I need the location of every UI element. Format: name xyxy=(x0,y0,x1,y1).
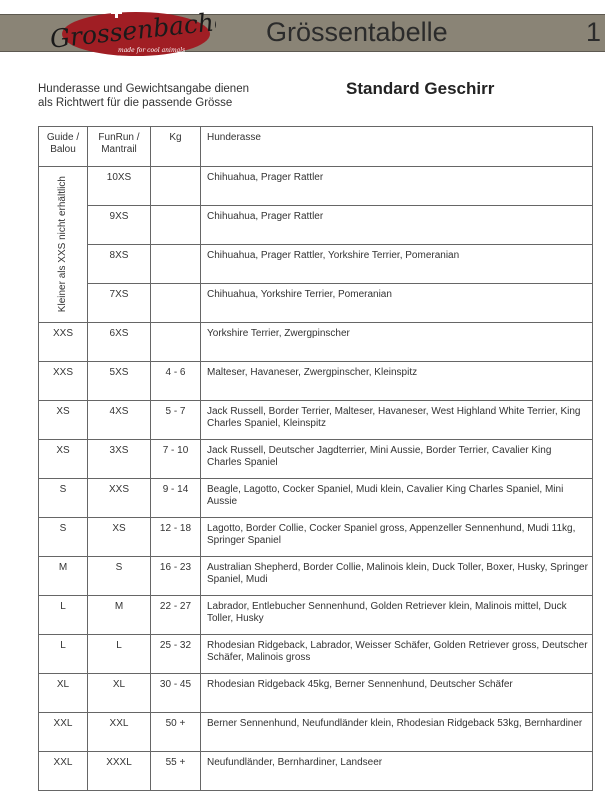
funrun-size-cell: 5XS xyxy=(87,361,151,401)
table-row: L L 25 - 32 Rhodesian Ridgeback, Labrador, … xyxy=(38,634,593,674)
grossenbacher-logo: Grossenbacher made for cool animals xyxy=(49,5,216,56)
funrun-size-cell: XS xyxy=(87,517,151,557)
table-row: Kleiner als XXS nicht erhältlich 10XS Chih… xyxy=(38,166,593,323)
funrun-size-cell: 8XS xyxy=(87,244,151,284)
guide-size-cell: XXL xyxy=(38,712,88,752)
breeds-cell: Rhodesian Ridgeback, Labrador, Weisser S… xyxy=(200,634,593,674)
header-kg: Kg xyxy=(150,126,201,167)
table-row: XXL XXXL 55 + Neufundländer, Bernhardiner, … xyxy=(38,751,593,791)
guide-size-cell: M xyxy=(38,556,88,596)
breeds-cell: Neufundländer, Bernhardiner, Landseer xyxy=(200,751,593,791)
breeds-cell: Chihuahua, Prager Rattler xyxy=(200,205,593,245)
breeds-cell: Australian Shepherd, Border Collie, Mali… xyxy=(200,556,593,596)
guide-size-cell: XS xyxy=(38,439,88,479)
guide-size-cell: XS xyxy=(38,400,88,440)
table-row: XL XL 30 - 45 Rhodesian Ridgeback 45kg, Ber… xyxy=(38,673,593,713)
kg-cell: 4 - 6 xyxy=(150,361,201,401)
kg-cell: 12 - 18 xyxy=(150,517,201,557)
intro-line-2: als Richtwert für die passende Grösse xyxy=(38,97,233,109)
funrun-size-cell: S xyxy=(87,556,151,596)
header-breed: Hunderasse xyxy=(200,126,593,167)
kg-cell: 55 + xyxy=(150,751,201,791)
table-row: XXL XXL 50 + Berner Sennenhund, Neufundländ… xyxy=(38,712,593,752)
kg-cell: 5 - 7 xyxy=(150,400,201,440)
breeds-cell: Jack Russell, Border Terrier, Malteser, … xyxy=(200,400,593,440)
table-row: S XXS 9 - 14 Beagle, Lagotto, Cocker Spanie… xyxy=(38,478,593,518)
table-row: XXS 6XS Yorkshire Terrier, Zwergpinscher xyxy=(38,322,593,362)
table-row: L M 22 - 27 Labrador, Entlebucher Sennenhun… xyxy=(38,595,593,635)
funrun-size-cell: 4XS xyxy=(87,400,151,440)
funrun-size-cell: XXXL xyxy=(87,751,151,791)
kg-cell: 30 - 45 xyxy=(150,673,201,713)
header-funrun: FunRun / Mantrail xyxy=(87,126,151,167)
breeds-cell: Chihuahua, Yorkshire Terrier, Pomeranian xyxy=(200,283,593,323)
guide-size-cell: L xyxy=(38,595,88,635)
funrun-size-cell: 3XS xyxy=(87,439,151,479)
table-row: M S 16 - 23 Australian Shepherd, Border Col… xyxy=(38,556,593,596)
breeds-cell: Yorkshire Terrier, Zwergpinscher xyxy=(200,322,593,362)
breeds-cell: Chihuahua, Prager Rattler, Yorkshire Ter… xyxy=(200,244,593,284)
funrun-size-cell: XL xyxy=(87,673,151,713)
kg-cell: 7 - 10 xyxy=(150,439,201,479)
kg-cell xyxy=(150,205,201,245)
breeds-cell: Berner Sennenhund, Neufundländer klein, … xyxy=(200,712,593,752)
table-row: 9XS Chihuahua, Prager Rattler xyxy=(39,205,593,245)
guide-merged-cell: Kleiner als XXS nicht erhältlich xyxy=(38,166,88,323)
funrun-size-cell: XXS xyxy=(87,478,151,518)
breeds-cell: Chihuahua, Prager Rattler xyxy=(200,166,593,206)
funrun-size-cell: 10XS xyxy=(87,166,151,206)
guide-size-cell: S xyxy=(38,478,88,518)
funrun-size-cell: 9XS xyxy=(87,205,151,245)
table-header-row: Guide / Balou FunRun / Mantrail Kg Hunde… xyxy=(38,126,593,167)
kg-cell xyxy=(150,166,201,206)
breeds-cell: Labrador, Entlebucher Sennenhund, Golden… xyxy=(200,595,593,635)
page-title: Grössentabelle xyxy=(266,17,448,47)
breeds-cell: Beagle, Lagotto, Cocker Spaniel, Mudi kl… xyxy=(200,478,593,518)
kg-cell: 50 + xyxy=(150,712,201,752)
funrun-size-cell: XXL xyxy=(87,712,151,752)
kg-cell xyxy=(150,244,201,284)
guide-size-cell: XXS xyxy=(38,361,88,401)
breeds-cell: Malteser, Havaneser, Zwergpinscher, Klei… xyxy=(200,361,593,401)
funrun-size-cell: M xyxy=(87,595,151,635)
size-table: Guide / Balou FunRun / Mantrail Kg Hunde… xyxy=(38,126,593,791)
section-subtitle: Standard Geschirr xyxy=(346,79,495,98)
kg-cell: 16 - 23 xyxy=(150,556,201,596)
merged-note: Kleiner als XXS nicht erhältlich xyxy=(57,176,68,313)
funrun-size-cell: 6XS xyxy=(87,322,151,362)
guide-size-cell: XXS xyxy=(38,322,88,362)
table-row: 7XS Chihuahua, Yorkshire Terrier, Pomeran… xyxy=(39,283,593,323)
intro-text: Hunderasse und Gewichtsangabe dienen als… xyxy=(38,82,249,110)
breeds-cell: Lagotto, Border Collie, Cocker Spaniel g… xyxy=(200,517,593,557)
table-row: S XS 12 - 18 Lagotto, Border Collie, Cocker… xyxy=(38,517,593,557)
funrun-size-cell: 7XS xyxy=(87,283,151,323)
svg-text:made for cool animals: made for cool animals xyxy=(118,47,185,54)
kg-cell: 22 - 27 xyxy=(150,595,201,635)
header-guide: Guide / Balou xyxy=(38,126,88,167)
guide-size-cell: L xyxy=(38,634,88,674)
guide-size-cell: S xyxy=(38,517,88,557)
table-row: XS 3XS 7 - 10 Jack Russell, Deutscher Jagdt… xyxy=(38,439,593,479)
guide-size-cell: XL xyxy=(38,673,88,713)
kg-cell: 25 - 32 xyxy=(150,634,201,674)
table-row: 8XS Chihuahua, Prager Rattler, Yorkshire … xyxy=(39,244,593,284)
guide-size-cell: XXL xyxy=(38,751,88,791)
page-number: 1 xyxy=(586,17,602,47)
kg-cell xyxy=(150,283,201,323)
breeds-cell: Jack Russell, Deutscher Jagdterrier, Min… xyxy=(200,439,593,479)
intro-line-1: Hunderasse und Gewichtsangabe dienen xyxy=(38,83,249,95)
breeds-cell: Rhodesian Ridgeback 45kg, Berner Sennenh… xyxy=(200,673,593,713)
kg-cell xyxy=(150,322,201,362)
table-row: XS 4XS 5 - 7 Jack Russell, Border Terrier, … xyxy=(38,400,593,440)
kg-cell: 9 - 14 xyxy=(150,478,201,518)
table-row: XXS 5XS 4 - 6 Malteser, Havaneser, Zwergpin… xyxy=(38,361,593,401)
funrun-size-cell: L xyxy=(87,634,151,674)
